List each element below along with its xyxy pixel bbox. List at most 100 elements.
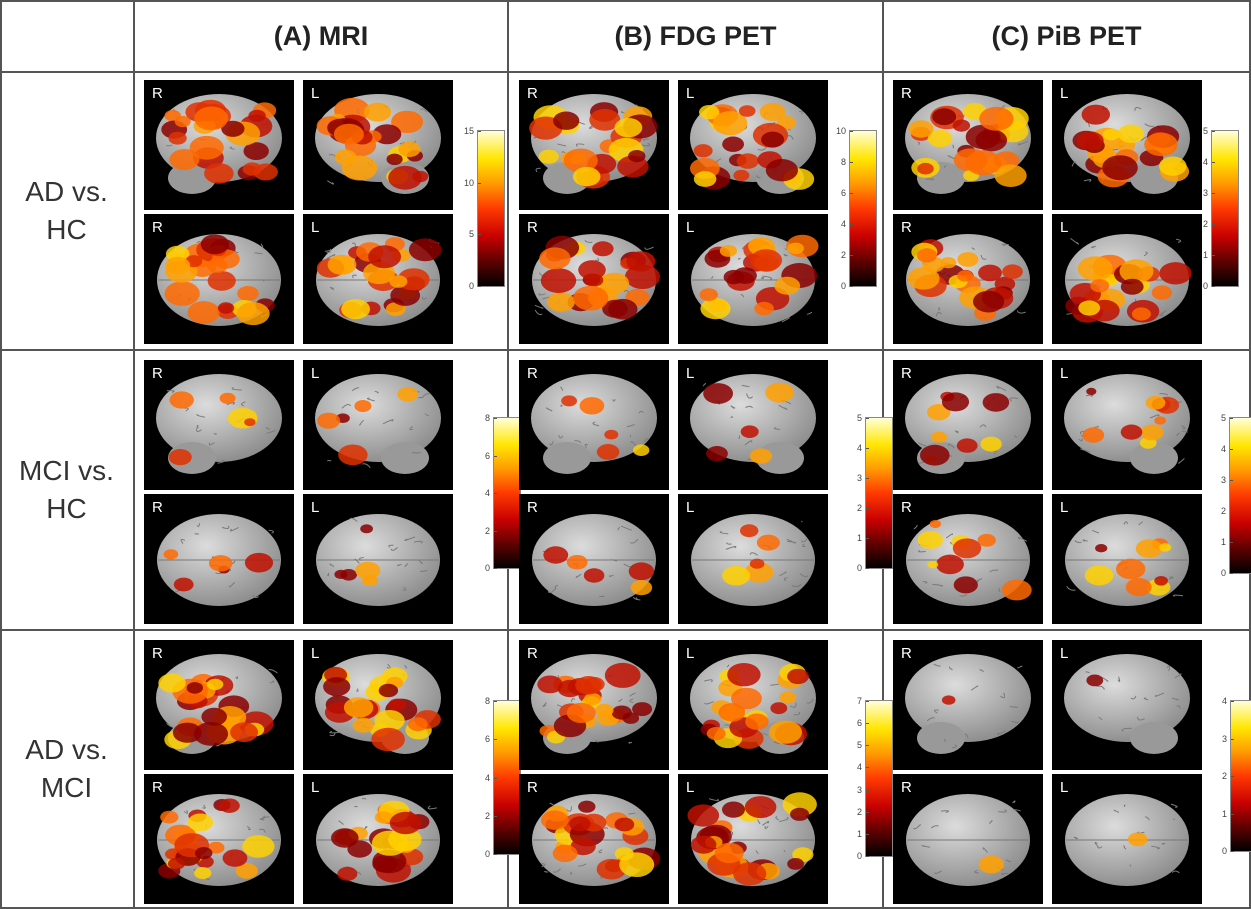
colorbar-tick-label: 8 (476, 413, 490, 423)
colorbar-tick-mark (1230, 542, 1233, 543)
brain-panel-r0c2-left-top: L (1052, 214, 1202, 344)
brain-panel-r0c2-right-top: R (893, 214, 1043, 344)
row-label-line: HC (46, 490, 86, 528)
grid-line (0, 629, 1251, 631)
brain-panel-r2c0-right-lateral: R (144, 640, 294, 770)
brain-panel-r0c0-right-lateral: R (144, 80, 294, 210)
colorbar-tick-label: 2 (848, 807, 862, 817)
hemisphere-label: R (152, 499, 163, 516)
colorbar-tick-mark (1230, 480, 1233, 481)
colorbar-tick-label: 8 (476, 696, 490, 706)
hemisphere-label: R (527, 365, 538, 382)
colorbar-tick-label: 1 (848, 829, 862, 839)
colorbar-tick-label: 10 (832, 126, 846, 136)
colorbar-tick-label: 3 (1212, 475, 1226, 485)
brain-panel-r2c1-right-top: R (519, 774, 669, 904)
colorbar-tick-label: 4 (848, 762, 862, 772)
hemisphere-label: L (686, 219, 694, 236)
colorbar-tick-label: 2 (1212, 506, 1226, 516)
row-label-ad-vs-hc: AD vs. HC (0, 73, 133, 349)
colorbar-tick-mark (850, 131, 853, 132)
brain-panel-r1c1-left-top: L (678, 494, 828, 624)
colorbar-tick-label: 0 (1212, 568, 1226, 578)
brain-panel-r2c2-left-top: L (1052, 774, 1202, 904)
hemisphere-label: L (311, 499, 319, 516)
colorbar-tick-mark (1231, 739, 1234, 740)
colorbar-tick-label: 2 (476, 526, 490, 536)
hemisphere-label: R (901, 779, 912, 796)
row-label-mci-vs-hc: MCI vs. HC (0, 351, 133, 629)
colorbar-tick-label: 5 (1212, 413, 1226, 423)
brain-panel-r2c1-left-lateral: L (678, 640, 828, 770)
column-header-mri: (A) MRI (135, 0, 507, 72)
hemisphere-label: L (311, 219, 319, 236)
colorbar-tick-label: 3 (1213, 734, 1227, 744)
colorbar-tick-label: 8 (832, 157, 846, 167)
grid-line (0, 349, 1251, 351)
brain-panel-r1c0-right-top: R (144, 494, 294, 624)
colorbar-tick-mark (494, 456, 497, 457)
colorbar-tick-label: 1 (1194, 250, 1208, 260)
colorbar-tick-mark (866, 856, 869, 857)
colorbar-tick-mark (850, 286, 853, 287)
colorbar-tick-mark (494, 739, 497, 740)
brain-panel-r0c2-right-lateral: R (893, 80, 1043, 210)
column-header-pib-pet: (C) PiB PET (884, 0, 1249, 72)
row-label-line: MCI (41, 769, 92, 807)
column-header-fdg-pet: (B) FDG PET (509, 0, 882, 72)
brain-panel-r1c0-right-lateral: R (144, 360, 294, 490)
colorbar-tick-label: 6 (832, 188, 846, 198)
colorbar-tick-mark (1231, 851, 1234, 852)
hemisphere-label: R (152, 779, 163, 796)
hemisphere-label: L (686, 85, 694, 102)
brain-panel-r1c2-left-top: L (1052, 494, 1202, 624)
colorbar-tick-label: 0 (460, 281, 474, 291)
colorbar-tick-mark (1231, 776, 1234, 777)
colorbar-tick-mark (1231, 701, 1234, 702)
colorbar-tick-mark (1212, 131, 1215, 132)
colorbar-tick-label: 4 (1194, 157, 1208, 167)
colorbar-tick-mark (1230, 418, 1233, 419)
row-label-line: AD vs. (25, 173, 107, 211)
colorbar-tick-mark (866, 478, 869, 479)
colorbar-tick-mark (1212, 193, 1215, 194)
colorbar-tick-label: 2 (476, 811, 490, 821)
hemisphere-label: R (527, 499, 538, 516)
hemisphere-label: R (152, 85, 163, 102)
colorbar-tick-label: 3 (848, 785, 862, 795)
colorbar-tick-label: 0 (848, 563, 862, 573)
colorbar-r1c1: 543210 (865, 417, 893, 569)
colorbar-tick-mark (1212, 255, 1215, 256)
brain-panel-r0c0-left-lateral: L (303, 80, 453, 210)
brain-panel-r0c1-left-lateral: L (678, 80, 828, 210)
colorbar-r1c0: 8 6 4 2 0 (493, 417, 521, 569)
colorbar-tick-mark (850, 162, 853, 163)
colorbar-tick-label: 6 (476, 451, 490, 461)
hemisphere-label: L (1060, 365, 1068, 382)
colorbar-tick-label: 6 (476, 734, 490, 744)
colorbar-r2c1: 7 6 5 4 3 2 1 0 (865, 700, 893, 857)
colorbar-tick-mark (866, 418, 869, 419)
brain-panel-r0c0-left-top: L (303, 214, 453, 344)
brain-panel-r1c0-left-lateral: L (303, 360, 453, 490)
colorbar-tick-label: 1 (848, 533, 862, 543)
brain-panel-r2c0-left-top: L (303, 774, 453, 904)
brain-panel-r0c2-left-lateral: L (1052, 80, 1202, 210)
hemisphere-label: L (1060, 499, 1068, 516)
colorbar-tick-mark (494, 778, 497, 779)
colorbar-tick-mark (1231, 814, 1234, 815)
brain-panel-r2c2-left-lateral: L (1052, 640, 1202, 770)
hemisphere-label: R (901, 645, 912, 662)
row-label-line: MCI vs. (19, 452, 114, 490)
colorbar-tick-label: 10 (460, 178, 474, 188)
colorbar-tick-label: 15 (460, 126, 474, 136)
brain-panel-r1c2-right-lateral: R (893, 360, 1043, 490)
colorbar-tick-label: 0 (1194, 281, 1208, 291)
colorbar-tick-mark (850, 193, 853, 194)
colorbar-tick-mark (494, 531, 497, 532)
hemisphere-label: R (152, 365, 163, 382)
hemisphere-label: R (901, 219, 912, 236)
brain-panel-r2c1-right-lateral: R (519, 640, 669, 770)
colorbar-tick-mark (1212, 162, 1215, 163)
colorbar-tick-mark (1230, 573, 1233, 574)
